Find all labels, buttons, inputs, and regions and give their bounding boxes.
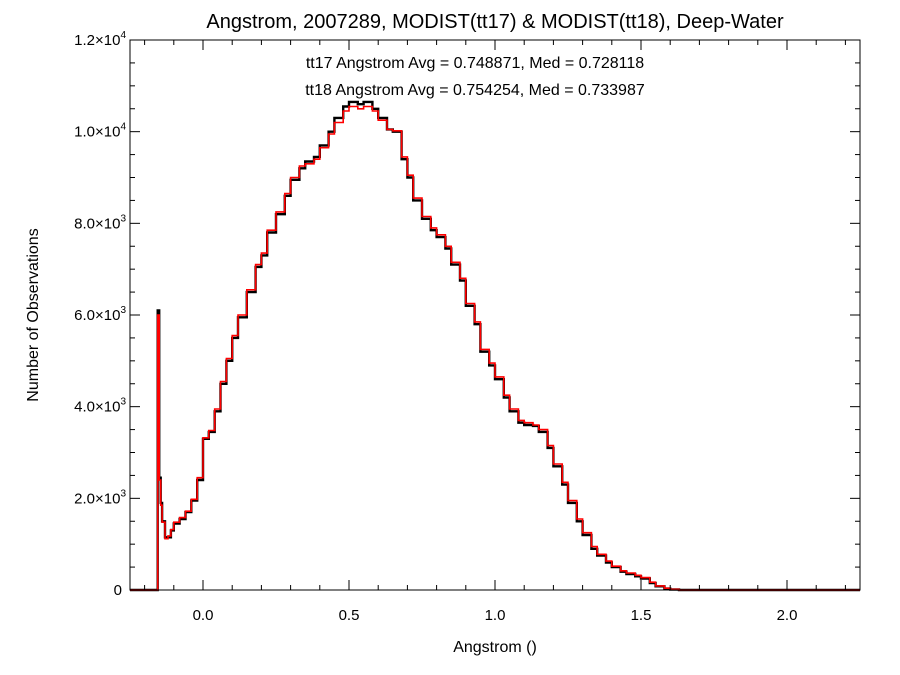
y-tick-label-0: 0 [114, 582, 122, 599]
y-axis-ticks: 0 2.0×103 4.0×103 6.0×103 8.0×103 1.0×104 1.2×… [74, 30, 860, 599]
x-tick-label-3: 1.5 [631, 607, 652, 624]
x-tick-label-0: 0.0 [193, 607, 214, 624]
x-tick-label-4: 2.0 [777, 607, 798, 624]
y-tick-label-6: 1.2×104 [74, 30, 126, 49]
x-tick-label-1: 0.5 [339, 607, 360, 624]
x-axis-label: Angstrom () [453, 639, 537, 656]
y-tick-label-1: 2.0×103 [74, 488, 126, 507]
y-axis-label: Number of Observations [25, 228, 42, 401]
y-tick-label-3: 6.0×103 [74, 305, 126, 324]
series-layer [130, 100, 860, 592]
y-tick-label-5: 1.0×104 [74, 122, 126, 141]
chart-title: Angstrom, 2007289, MODIST(tt17) & MODIST… [206, 11, 784, 33]
series-line-1 [130, 105, 860, 591]
y-tick-label-4: 8.0×103 [74, 213, 126, 232]
x-axis-ticks: 0.0 0.5 1.0 1.5 2.0 [144, 40, 846, 624]
y-tick-label-2: 4.0×103 [74, 397, 126, 416]
x-tick-label-2: 1.0 [485, 607, 506, 624]
annotation-tt17: tt17 Angstrom Avg = 0.748871, Med = 0.72… [306, 55, 644, 72]
annotation-tt18: tt18 Angstrom Avg = 0.754254, Med = 0.73… [305, 82, 645, 99]
